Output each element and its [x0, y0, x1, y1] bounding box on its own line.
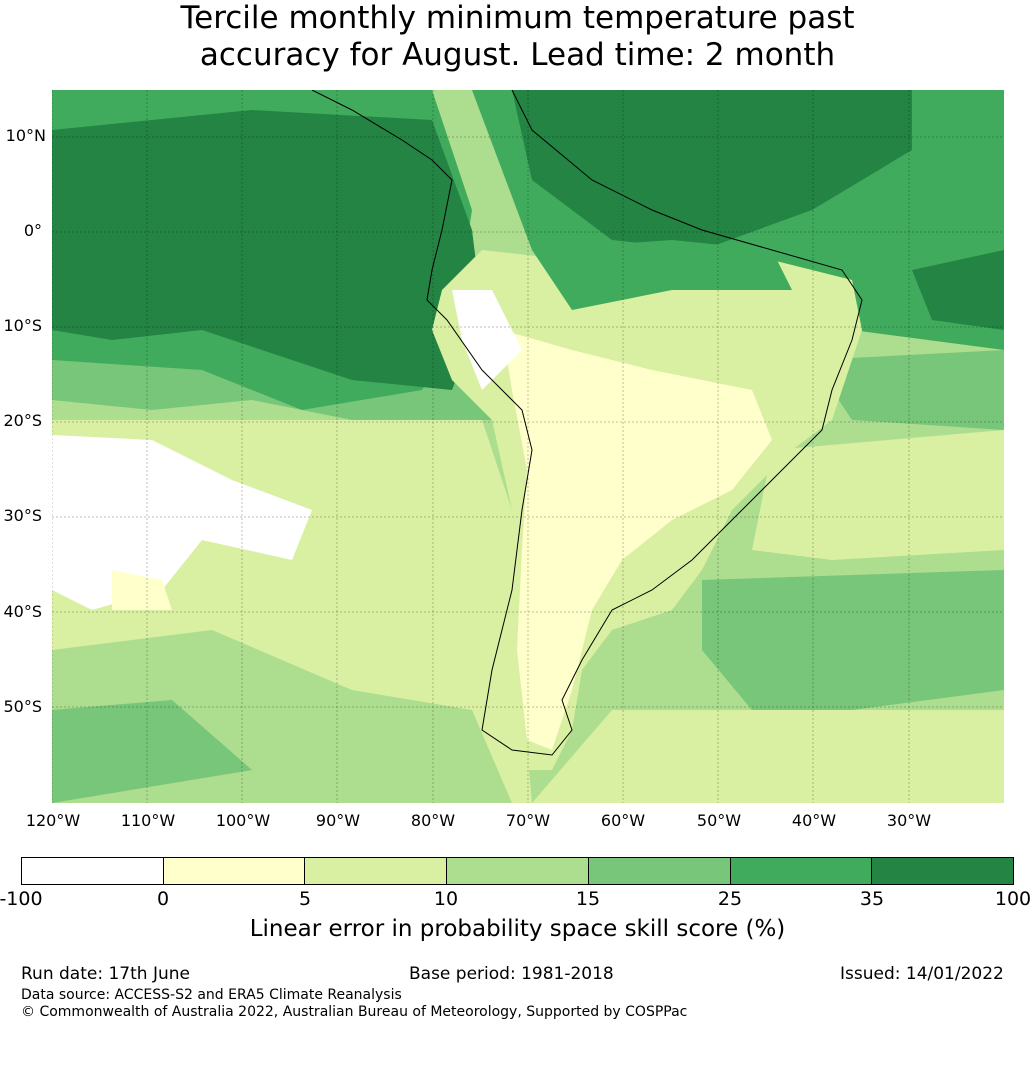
data-source: Data source: ACCESS-S2 and ERA5 Climate … — [21, 987, 402, 1003]
lat-label-30s: 30°S — [3, 506, 42, 525]
skill-map — [52, 90, 1004, 803]
lon-label-120w: 120°W — [25, 811, 81, 830]
colorbar-seg-0 — [22, 858, 164, 884]
south-pacific-band — [52, 700, 252, 803]
colorbar — [21, 857, 1014, 885]
gridlines — [52, 90, 1004, 803]
colorbar-tick-10: 10 — [433, 888, 459, 910]
copyright: © Commonwealth of Australia 2022, Austra… — [21, 1004, 688, 1020]
lon-label-80w: 80°W — [410, 811, 456, 830]
andes-white — [452, 290, 522, 390]
lat-label-10n: 10°N — [5, 126, 46, 145]
lon-label-70w: 70°W — [505, 811, 551, 830]
colorbar-seg-4 — [588, 858, 731, 884]
colorbar-tick-35: 35 — [859, 888, 885, 910]
lat-label-40s: 40°S — [3, 602, 42, 621]
lon-label-60w: 60°W — [600, 811, 646, 830]
lon-label-50w: 50°W — [696, 811, 742, 830]
colorbar-seg-3 — [447, 858, 589, 884]
colorbar-tick-0: 0 — [156, 888, 170, 910]
colorbar-tick-100: 100 — [994, 888, 1032, 910]
lon-label-40w: 40°W — [791, 811, 837, 830]
atlantic-dark-patch — [912, 250, 1004, 330]
title-line-1: Tercile monthly minimum temperature past — [180, 0, 855, 36]
lat-label-0: 0° — [23, 221, 42, 240]
south-pacific-white — [52, 435, 312, 610]
colorbar-label: Linear error in probability space skill … — [249, 916, 786, 942]
issued-date: Issued: 14/01/2022 — [840, 964, 1004, 984]
amazon-green — [532, 240, 792, 310]
lon-label-110w: 110°W — [120, 811, 176, 830]
south-atlantic-lower — [532, 710, 1004, 803]
colorbar-seg-6 — [872, 858, 1014, 884]
lat-label-50s: 50°S — [3, 697, 42, 716]
colorbar-seg-1 — [163, 858, 306, 884]
title-line-2: accuracy for August. Lead time: 2 month — [199, 37, 836, 73]
colorbar-tick-5: 5 — [298, 888, 312, 910]
continent-yellow — [502, 330, 772, 750]
map-svg — [52, 90, 1004, 803]
lon-label-100w: 100°W — [215, 811, 271, 830]
colorbar-seg-2 — [305, 858, 448, 884]
south-atlantic-light — [752, 430, 1004, 560]
south-atlantic-mid — [702, 570, 1004, 710]
south-pacific-yellow — [112, 570, 172, 610]
coastline — [311, 90, 863, 756]
colorbar-tick-25: 25 — [717, 888, 743, 910]
lat-label-20s: 20°S — [3, 411, 42, 430]
lon-label-30w: 30°W — [886, 811, 932, 830]
base-period: Base period: 1981-2018 — [409, 964, 614, 984]
lat-label-10s: 10°S — [3, 316, 42, 335]
map-title: Tercile monthly minimum temperature past… — [0, 0, 1035, 74]
north-pacific-dark — [52, 110, 482, 390]
colorbar-seg-5 — [730, 858, 873, 884]
north-atlantic-dark — [512, 90, 912, 250]
colorbar-tick-15: 15 — [575, 888, 601, 910]
south-atlantic-green — [812, 350, 1004, 430]
colorbar-tick-neg100: -100 — [0, 888, 43, 910]
lon-label-90w: 90°W — [315, 811, 361, 830]
run-date: Run date: 17th June — [21, 964, 190, 984]
